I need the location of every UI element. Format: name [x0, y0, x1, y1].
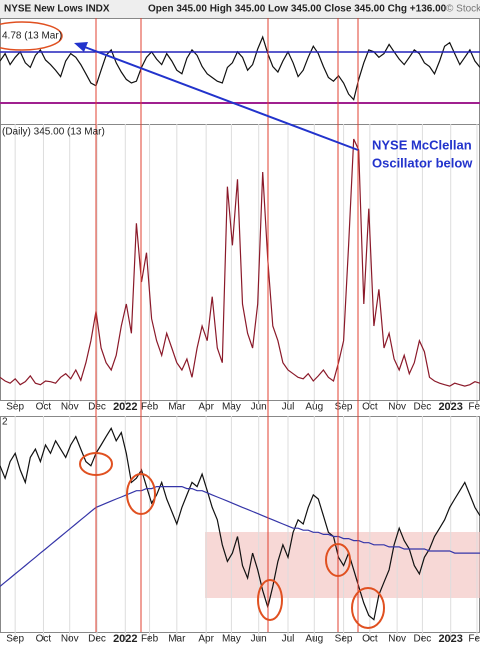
x-tick-label: Apr — [198, 634, 214, 645]
x-tick-label: Sep — [335, 634, 353, 645]
x-tick-label: Nov — [61, 634, 79, 645]
source: © Stock — [446, 4, 480, 15]
x-tick-label: Jul — [282, 634, 295, 645]
series-label: (Daily) 345.00 (13 Mar) — [2, 127, 105, 138]
x-tick-label: Jun — [251, 402, 267, 413]
x-tick-label: Apr — [198, 402, 214, 413]
series-label: 2 — [2, 417, 8, 428]
x-tick-label: 2022 — [113, 401, 137, 413]
chart-title: NYSE New Lows INDX — [4, 4, 110, 15]
x-tick-label: Dec — [88, 402, 106, 413]
panels — [1, 19, 480, 633]
support-zone — [205, 532, 480, 598]
x-tick-label: Aug — [305, 402, 323, 413]
x-tick-label: 2023 — [438, 401, 462, 413]
x-tick-label: May — [222, 634, 241, 645]
x-tick-label: Aug — [305, 634, 323, 645]
x-tick-label: Feb — [141, 634, 159, 645]
annotation: Oscillator below — [372, 155, 473, 170]
x-tick-label: Dec — [414, 634, 432, 645]
x-tick-label: Dec — [414, 402, 432, 413]
x-tick-label: Oct — [362, 402, 378, 413]
x-tick-label: 2022 — [113, 633, 137, 645]
x-tick-label: Oct — [362, 634, 378, 645]
x-tick-label: Mar — [168, 634, 186, 645]
x-tick-label: Sep — [335, 402, 353, 413]
panel-frame — [1, 19, 480, 125]
x-tick-label: Feb — [141, 402, 159, 413]
x-tick-label: Nov — [61, 402, 79, 413]
x-tick-label: Dec — [88, 634, 106, 645]
x-tick-label: Mar — [168, 402, 186, 413]
x-tick-label: Oct — [36, 402, 52, 413]
ohlc-text: Open 345.00 High 345.00 Low 345.00 Close… — [148, 4, 447, 15]
x-tick-label: Nov — [388, 402, 406, 413]
x-tick-label: Sep — [6, 402, 24, 413]
x-tick-label: Feb — [468, 402, 480, 413]
annotation: NYSE McClellan — [372, 137, 472, 152]
series-label: 4.78 (13 Mar) — [2, 31, 62, 42]
x-tick-label: 2023 — [438, 633, 462, 645]
x-tick-label: Sep — [6, 634, 24, 645]
panel-frame — [1, 417, 480, 633]
x-tick-label: Oct — [36, 634, 52, 645]
x-tick-label: Nov — [388, 634, 406, 645]
x-tick-label: Feb — [468, 634, 480, 645]
x-tick-label: May — [222, 402, 241, 413]
x-tick-label: Jul — [282, 402, 295, 413]
x-tick-label: Jun — [251, 634, 267, 645]
